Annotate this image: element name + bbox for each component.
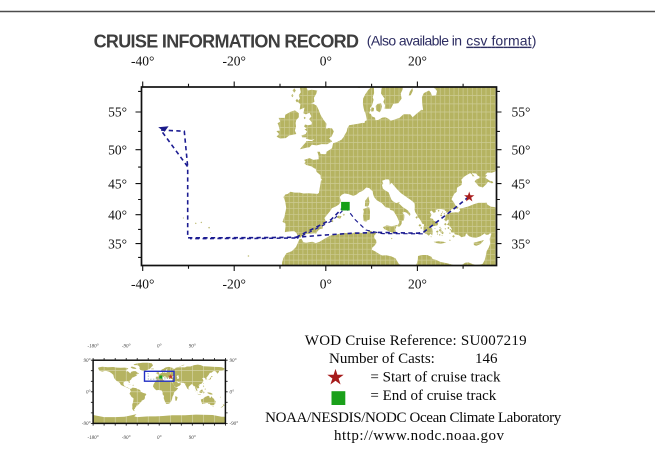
svg-text:40°: 40°	[108, 207, 127, 222]
svg-text:45°: 45°	[512, 176, 531, 191]
svg-text:0°: 0°	[320, 276, 332, 291]
svg-text:WOD Cruise Reference: SU007219: WOD Cruise Reference: SU007219	[305, 333, 527, 349]
svg-text:= Start of cruise track: = Start of cruise track	[370, 370, 501, 386]
svg-text:20°: 20°	[408, 276, 427, 291]
svg-text:90°: 90°	[189, 345, 196, 350]
svg-text:90°: 90°	[230, 359, 237, 364]
svg-text:csv format: csv format	[466, 33, 531, 49]
svg-text:146: 146	[475, 351, 498, 367]
svg-text:-90°: -90°	[82, 422, 91, 427]
svg-text:0°: 0°	[230, 391, 235, 396]
svg-text:-180°: -180°	[88, 345, 99, 350]
svg-text:0°: 0°	[157, 436, 162, 441]
svg-text:20°: 20°	[408, 54, 427, 69]
svg-text:35°: 35°	[512, 236, 531, 251]
svg-text:35°: 35°	[108, 236, 127, 251]
svg-text:): )	[532, 33, 537, 49]
svg-text:45°: 45°	[108, 176, 127, 191]
svg-text:-20°: -20°	[222, 276, 245, 291]
svg-text:-40°: -40°	[131, 276, 154, 291]
svg-text:-40°: -40°	[131, 54, 154, 69]
svg-text:55°: 55°	[108, 105, 127, 120]
svg-text:-20°: -20°	[222, 54, 245, 69]
svg-text:-90°: -90°	[122, 345, 131, 350]
svg-text:(Also available in: (Also available in	[367, 33, 462, 49]
svg-text:http://www.nodc.noaa.gov: http://www.nodc.noaa.gov	[334, 428, 505, 444]
svg-text:-90°: -90°	[122, 436, 131, 441]
svg-text:0°: 0°	[86, 391, 91, 396]
svg-text:50°: 50°	[512, 142, 531, 157]
svg-text:0°: 0°	[157, 345, 162, 350]
svg-text:-90°: -90°	[230, 422, 239, 427]
svg-text:40°: 40°	[512, 207, 531, 222]
svg-text:0°: 0°	[320, 54, 332, 69]
svg-text:55°: 55°	[512, 105, 531, 120]
svg-text:NOAA/NESDIS/NODC Ocean Climate: NOAA/NESDIS/NODC Ocean Climate Laborator…	[265, 410, 562, 426]
svg-text:90°: 90°	[84, 359, 91, 364]
svg-text:50°: 50°	[108, 142, 127, 157]
svg-text:= End of cruise track: = End of cruise track	[370, 388, 496, 404]
svg-text:-180°: -180°	[88, 436, 99, 441]
svg-text:90°: 90°	[189, 436, 196, 441]
svg-text:CRUISE INFORMATION RECORD: CRUISE INFORMATION RECORD	[94, 31, 359, 51]
svg-text:Number of Casts:: Number of Casts:	[329, 351, 435, 367]
